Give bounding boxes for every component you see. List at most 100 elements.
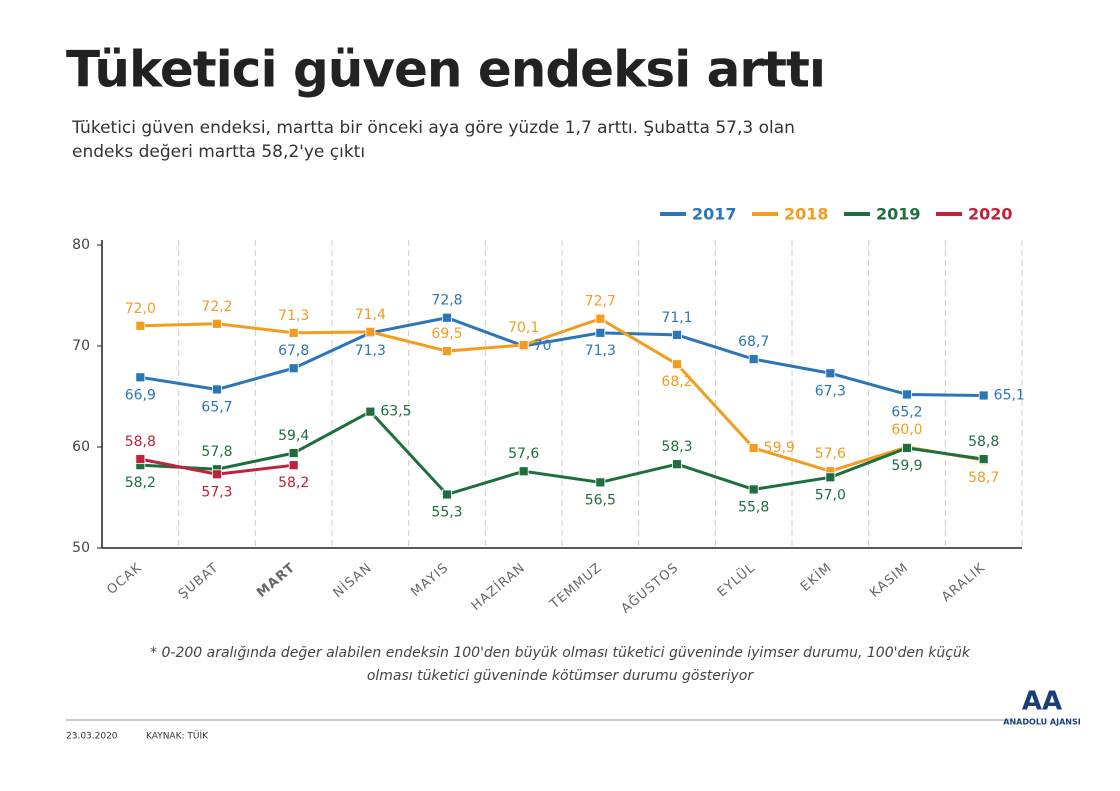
source: KAYNAK: TÜİK [146, 731, 209, 742]
x-tick-label: ŞUBAT [176, 560, 222, 602]
point [978, 454, 989, 465]
point [902, 443, 912, 453]
point [748, 443, 759, 453]
value-label: 58,2 [125, 475, 156, 491]
value-label: 59,4 [278, 428, 309, 444]
point [825, 472, 836, 483]
value-label: 59,9 [891, 458, 922, 474]
point [902, 389, 912, 400]
value-label: 59,9 [764, 440, 795, 456]
x-tick-label: OCAK [104, 560, 145, 598]
value-label: 72,7 [585, 294, 616, 310]
value-label: 71,4 [355, 307, 386, 323]
x-tick-label: MART [254, 560, 298, 601]
value-label: 68,2 [661, 374, 692, 390]
value-label: 70,1 [508, 320, 539, 336]
x-tick-label: HAZİRAN [468, 559, 528, 613]
value-label: 60,0 [891, 422, 922, 438]
chart-title: Tüketici güven endeksi arttı [66, 41, 825, 99]
series-line [140, 316, 984, 397]
value-label: 56,5 [585, 492, 616, 508]
series-line [140, 317, 984, 473]
value-label: 67,3 [815, 383, 846, 399]
point [595, 327, 606, 338]
agency: ANADOLU AJANSI [1003, 718, 1080, 727]
value-label: 55,3 [431, 504, 462, 520]
y-tick-label: 70 [72, 338, 90, 354]
point [288, 448, 299, 458]
legend-label: 2019 [876, 205, 921, 224]
value-label: 57,0 [815, 487, 846, 503]
x-tick-label: TEMMUZ [547, 560, 606, 612]
point [365, 326, 376, 337]
value-label: 57,6 [815, 446, 846, 462]
point [212, 384, 222, 395]
series-line [140, 409, 984, 497]
point [825, 368, 836, 379]
point [135, 454, 146, 465]
x-tick-label: EYLÜL [713, 559, 758, 601]
point [978, 390, 989, 401]
point [748, 484, 759, 495]
legend-label: 2018 [784, 205, 829, 224]
value-label: 58,2 [278, 475, 309, 491]
y-tick-label: 50 [72, 540, 90, 556]
value-label: 71,1 [661, 310, 692, 326]
point [135, 372, 146, 383]
point [442, 489, 452, 500]
x-tick-label: AĞUSTOS [618, 559, 682, 616]
point [288, 460, 299, 471]
point [212, 469, 222, 480]
value-label: 65,1 [994, 387, 1025, 403]
value-label: 67,8 [278, 343, 309, 359]
value-label: 65,2 [891, 404, 922, 420]
value-label: 70 [534, 338, 552, 354]
value-label: 69,5 [431, 326, 462, 342]
point [595, 477, 606, 488]
value-label: 63,5 [380, 404, 411, 420]
point [518, 340, 529, 350]
point [442, 346, 452, 356]
date: 23.03.2020 [66, 732, 118, 742]
point [748, 354, 759, 365]
point [672, 459, 682, 470]
value-label: 55,8 [738, 499, 769, 515]
footnote: olması tüketici güveninde kötümser durum… [367, 668, 755, 684]
value-label: 71,3 [278, 308, 309, 324]
value-label: 58,3 [661, 439, 692, 455]
point [212, 318, 222, 329]
value-label: 57,6 [508, 446, 539, 462]
x-tick-label: EKİM [797, 559, 835, 594]
logo: AA [1022, 687, 1062, 717]
value-label: 72,2 [201, 299, 232, 315]
point [595, 313, 606, 324]
value-label: 58,8 [125, 434, 156, 450]
point [135, 320, 146, 331]
point [365, 406, 376, 417]
legend-label: 2020 [968, 205, 1013, 224]
x-tick-label: MAYIS [408, 560, 451, 600]
subtitle: endeks değeri martta 58,2'ye çıktı [72, 142, 365, 162]
value-label: 66,9 [125, 387, 156, 403]
footnote: * 0-200 aralığında değer alabilen endeks… [150, 645, 971, 661]
value-label: 65,7 [201, 399, 232, 415]
point [518, 466, 529, 477]
value-label: 71,3 [355, 343, 386, 359]
y-tick-label: 60 [72, 439, 90, 455]
point [288, 363, 299, 374]
value-label: 57,3 [201, 484, 232, 500]
value-label: 72,8 [431, 293, 462, 309]
value-label: 58,8 [968, 434, 999, 450]
value-label: 57,8 [201, 444, 232, 460]
point [672, 359, 682, 370]
value-label: 68,7 [738, 334, 769, 350]
value-label: 72,0 [125, 301, 156, 317]
x-tick-label: ARALIK [939, 560, 988, 605]
point [442, 312, 452, 323]
point [288, 327, 299, 338]
x-tick-label: NİSAN [330, 559, 375, 601]
x-tick-label: KASIM [867, 560, 911, 601]
value-label: 58,7 [968, 470, 999, 486]
value-label: 71,3 [585, 343, 616, 359]
